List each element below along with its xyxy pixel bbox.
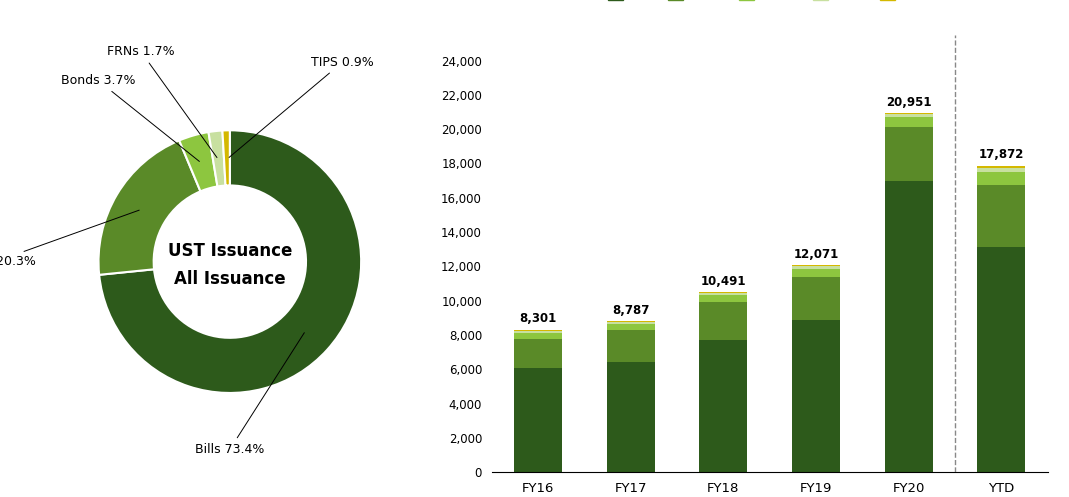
Bar [792,266,840,269]
Text: Bonds 3.7%: Bonds 3.7% [61,74,200,162]
Wedge shape [208,131,226,186]
Wedge shape [222,130,230,185]
Bar [792,265,840,266]
Bar [514,333,562,339]
Wedge shape [99,130,361,393]
Text: UST Issuance: UST Issuance [168,242,292,260]
Bar [606,322,655,323]
Bar [884,181,933,472]
Text: Bills 73.4%: Bills 73.4% [196,332,305,456]
Text: 17,872: 17,872 [978,148,1024,162]
Bar [792,321,840,472]
Bar [606,361,655,472]
Wedge shape [180,132,217,191]
Bar [792,277,840,321]
Text: 12,071: 12,071 [793,248,838,261]
Text: 10,491: 10,491 [700,275,746,288]
Bar [699,295,747,302]
Bar [699,302,747,340]
Bar [606,331,655,361]
Bar [606,323,655,325]
Bar [606,325,655,331]
Wedge shape [98,141,201,275]
Bar [977,185,1025,247]
Bar [977,166,1025,167]
Bar [884,117,933,127]
Text: TIPS 0.9%: TIPS 0.9% [229,56,374,158]
Bar [514,330,562,331]
Bar [514,339,562,368]
Bar [699,292,747,293]
Text: 8,301: 8,301 [520,313,557,326]
Bar [977,247,1025,472]
Text: 20,951: 20,951 [886,95,931,108]
Bar [884,114,933,117]
Text: Notes 20.3%: Notes 20.3% [0,210,139,268]
Text: 8,787: 8,787 [613,304,649,317]
Text: All Issuance: All Issuance [174,270,285,288]
Bar [977,172,1025,185]
Bar [884,113,933,114]
Bar [514,331,562,333]
Legend: Bills, Notes, Bonds, FRNs, TIPS: Bills, Notes, Bonds, FRNs, TIPS [603,0,936,7]
Bar [699,340,747,472]
Bar [977,167,1025,172]
Bar [884,127,933,181]
Text: FRNs 1.7%: FRNs 1.7% [107,45,217,158]
Bar [792,269,840,277]
Bar [699,293,747,295]
Bar [514,368,562,472]
